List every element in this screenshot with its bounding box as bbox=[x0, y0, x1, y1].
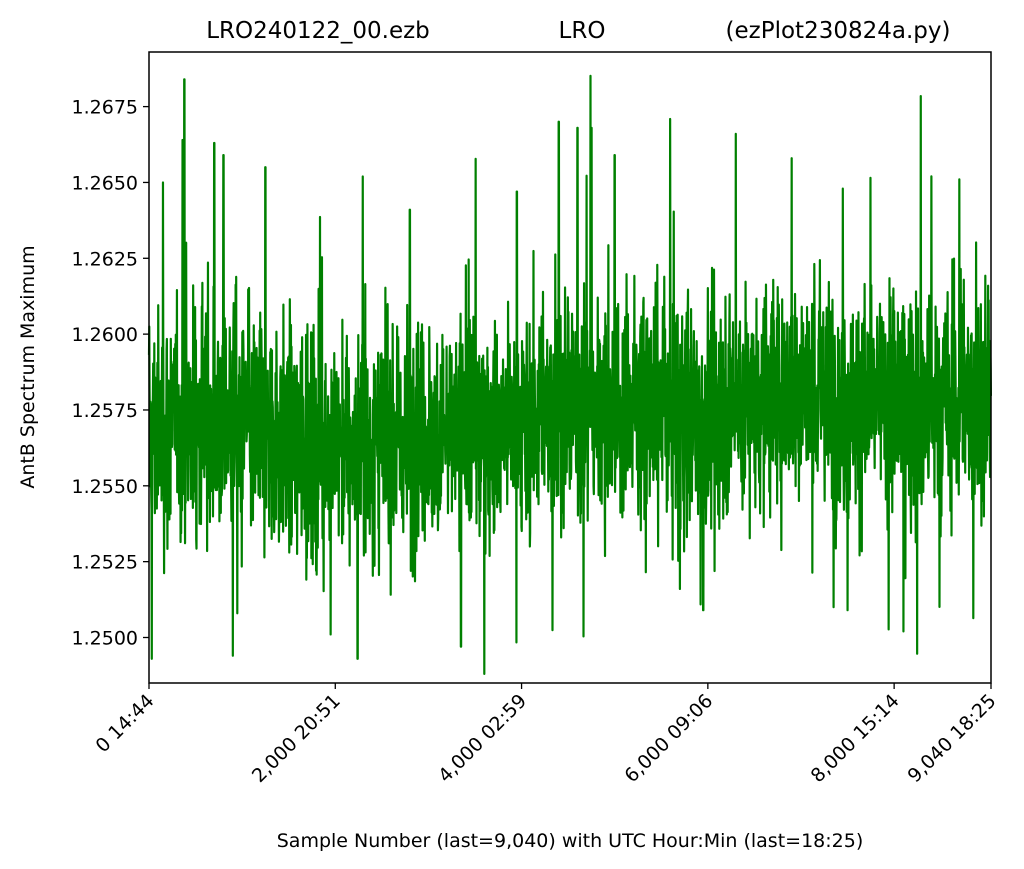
y-axis: 1.2500 1.2525 1.2550 1.2575 1.2600 1.2625 1.26… bbox=[72, 97, 149, 649]
series-line bbox=[147, 74, 993, 675]
y-tick-label: 1.2650 bbox=[72, 172, 138, 194]
y-tick-label: 1.2600 bbox=[72, 324, 138, 346]
y-tick-label: 1.2550 bbox=[72, 476, 138, 498]
plot-area bbox=[147, 74, 993, 675]
y-tick-label: 1.2575 bbox=[72, 400, 138, 422]
chart-title-right: (ezPlot230824a.py) bbox=[726, 18, 951, 44]
chart-title-center: LRO bbox=[559, 18, 606, 44]
y-tick-label: 1.2625 bbox=[72, 248, 138, 270]
y-tick-label: 1.2500 bbox=[72, 627, 138, 649]
x-axis-label: Sample Number (last=9,040) with UTC Hour… bbox=[277, 830, 864, 852]
chart-title-left: LRO240122_00.ezb bbox=[206, 18, 430, 44]
plot-frame bbox=[148, 51, 992, 684]
y-axis-label: AntB Spectrum Maximum bbox=[17, 245, 39, 488]
y-tick-label: 1.2525 bbox=[72, 552, 138, 574]
y-tick-label: 1.2675 bbox=[72, 97, 138, 119]
